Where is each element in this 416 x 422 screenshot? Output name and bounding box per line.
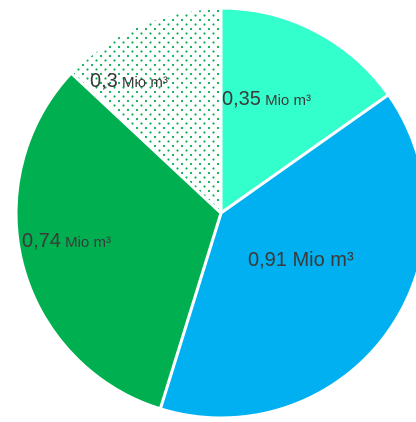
slice-value-1: 0,35: [222, 88, 261, 110]
slice-value-3: 0,74: [22, 230, 61, 252]
slice-value-4: 0,3: [90, 70, 118, 92]
pie-slice-3: [14, 71, 223, 411]
slice-unit-1: Mio m³: [261, 92, 311, 109]
slice-value-2: 0,91: [248, 249, 287, 271]
slice-unit-3: Mio m³: [61, 234, 111, 251]
pie-slice-2: [158, 93, 416, 420]
slice-label-2: 0,91 Mio m³: [248, 249, 354, 271]
slice-label-1: 0,35 Mio m³: [222, 88, 311, 110]
slice-unit-4: Mio m³: [118, 74, 168, 91]
slice-label-3: 0,74 Mio m³: [22, 230, 111, 252]
pie-slice-4: [69, 6, 223, 215]
slice-label-4: 0,3 Mio m³: [90, 70, 168, 92]
slice-unit-2: Mio m³: [287, 249, 354, 271]
pie-slice-1: [219, 6, 390, 215]
